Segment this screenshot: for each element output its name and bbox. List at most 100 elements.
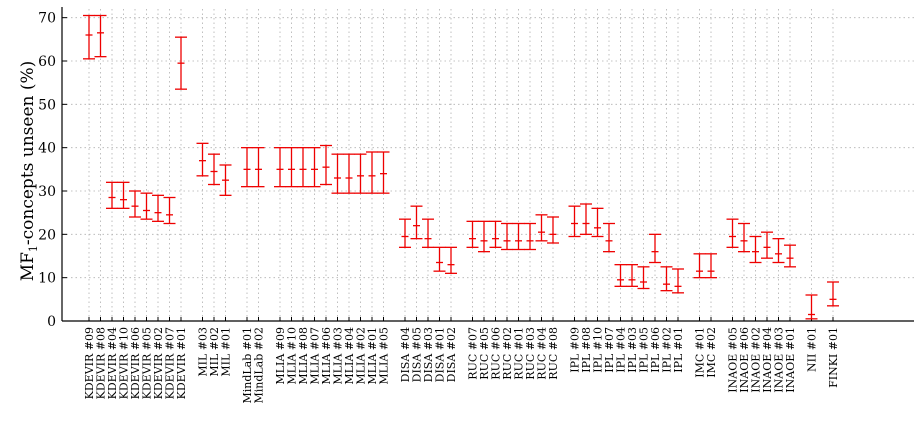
error-bar — [117, 181, 130, 209]
error-bar — [466, 220, 479, 248]
error-bar — [445, 246, 457, 274]
category-label: RUC #07 — [467, 327, 480, 380]
error-bar — [772, 238, 785, 264]
category-label: DISA #04 — [399, 327, 412, 382]
error-bar — [175, 36, 187, 90]
y-tick-label: 40 — [38, 141, 56, 157]
category-label: MLIA #04 — [343, 327, 356, 385]
error-bar — [827, 281, 839, 307]
y-tick-label: 10 — [38, 271, 56, 287]
category-label: KDEVIR #06 — [129, 327, 142, 399]
category-label: FINKI #01 — [827, 327, 840, 388]
category-label: INAOE #04 — [761, 327, 774, 393]
error-bar — [308, 147, 321, 188]
y-tick-label: 50 — [38, 97, 56, 113]
category-label: INAOE #03 — [773, 327, 786, 393]
category-label: IPL #08 — [580, 327, 593, 373]
error-bar — [129, 190, 141, 218]
category-label: MLIA #09 — [274, 327, 287, 385]
category-label: MindLab #02 — [253, 327, 266, 404]
error-bar — [761, 231, 773, 259]
error-bar — [377, 151, 390, 194]
error-bar — [738, 222, 750, 253]
error-bar — [693, 253, 706, 279]
y-tick-labels: 0 10 20 30 40 50 60 70 — [38, 11, 56, 330]
error-bar — [660, 266, 673, 292]
y-tick-label: 60 — [38, 54, 56, 70]
error-bar — [547, 216, 559, 244]
error-bar — [366, 151, 378, 194]
category-label: MindLab #01 — [241, 327, 254, 404]
error-bar — [274, 147, 286, 188]
category-label: RUC #06 — [490, 327, 503, 380]
category-label: MIL #03 — [197, 327, 210, 377]
error-bar — [524, 222, 536, 251]
error-bar — [489, 220, 502, 248]
error-bar — [354, 153, 367, 194]
category-label: IMC #02 — [705, 327, 718, 378]
error-bar — [252, 147, 265, 188]
category-label: RUC #02 — [501, 327, 514, 380]
category-label: IPL #07 — [603, 327, 616, 373]
category-label: IPL #04 — [615, 327, 628, 373]
error-bar — [241, 147, 253, 188]
error-bar — [399, 218, 411, 248]
category-label: NII #01 — [806, 327, 819, 372]
category-label: DISA #03 — [422, 327, 435, 382]
category-label: MLIA #07 — [309, 327, 322, 385]
category-label: INAOE #05 — [727, 327, 740, 393]
category-label: MLIA #10 — [286, 327, 299, 385]
category-label: RUC #03 — [524, 327, 537, 380]
category-label: MIL #01 — [220, 327, 233, 377]
category-label: IPL #02 — [661, 327, 674, 373]
category-label: RUC #04 — [536, 327, 549, 380]
error-bar — [626, 264, 638, 287]
category-label: RUC #05 — [478, 327, 491, 380]
error-bar — [512, 222, 525, 251]
category-label: KDEVIR #09 — [83, 327, 96, 399]
error-bar — [219, 164, 232, 196]
error-bar — [649, 233, 661, 264]
error-bar — [422, 218, 434, 248]
category-label: KDEVIR #02 — [152, 327, 165, 399]
error-bar — [637, 266, 650, 290]
error-bar — [320, 144, 332, 186]
category-label: DISA #02 — [445, 327, 458, 382]
category-label: KDEVIR #08 — [95, 327, 108, 399]
category-label: IPL #09 — [569, 327, 582, 373]
category-label: MLIA #03 — [332, 327, 345, 385]
error-bar — [94, 14, 107, 58]
error-bar — [163, 196, 176, 225]
error-bar — [83, 14, 95, 60]
error-bar — [726, 218, 739, 248]
error-bars — [83, 14, 839, 320]
category-label: MLIA #05 — [378, 327, 391, 385]
error-bar — [749, 235, 762, 264]
category-label: KDEVIR #07 — [164, 327, 177, 399]
category-label: DISA #05 — [411, 327, 424, 382]
error-bar — [705, 253, 717, 279]
error-bar — [297, 147, 309, 188]
category-label: MLIA #08 — [297, 327, 310, 385]
category-label: MLIA #01 — [366, 327, 379, 385]
error-bar — [433, 246, 446, 272]
error-bar — [580, 203, 592, 235]
error-bar — [614, 264, 627, 287]
category-label: KDEVIR #01 — [175, 327, 188, 399]
error-bar — [343, 153, 355, 194]
error-bar — [331, 153, 344, 194]
category-label: KDEVIR #04 — [106, 327, 119, 399]
error-bar — [140, 192, 153, 220]
category-label: IPL #01 — [672, 327, 685, 373]
category-label: IMC #01 — [694, 327, 707, 378]
y-tick-label: 20 — [38, 227, 56, 243]
category-label: KDEVIR #05 — [141, 327, 154, 399]
error-bar — [501, 222, 513, 251]
category-label: IPL #03 — [626, 327, 639, 373]
y-axis-title: MF1-concepts unseen (%) — [18, 61, 40, 282]
error-bar — [196, 142, 209, 177]
y-tick-label: 0 — [47, 314, 56, 330]
error-bar — [208, 153, 220, 186]
